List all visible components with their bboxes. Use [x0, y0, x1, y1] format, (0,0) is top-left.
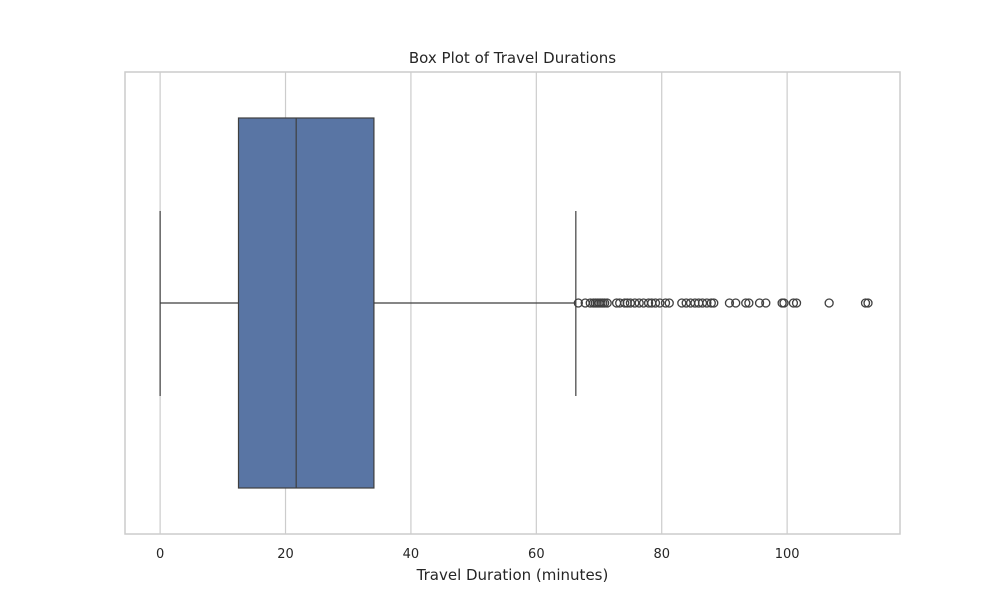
x-tick-label: 60	[528, 547, 545, 562]
outlier-point	[643, 298, 654, 308]
outlier-point	[724, 298, 735, 308]
outlier-point	[863, 298, 873, 308]
outlier-point	[681, 298, 691, 308]
outlier-points	[573, 298, 873, 308]
outlier-point	[744, 298, 754, 308]
outlier-point	[788, 298, 799, 308]
outlier-point	[791, 298, 802, 308]
outlier-point	[860, 298, 871, 308]
outlier-point	[761, 298, 771, 308]
chart-title: Box Plot of Travel Durations	[409, 49, 616, 67]
outlier-point	[573, 298, 583, 308]
interquartile-box	[237, 117, 375, 489]
outlier-point	[731, 298, 741, 308]
outlier-point	[824, 298, 834, 308]
x-axis-ticks: 0 20 40 60 80 100	[156, 547, 800, 562]
outlier-point	[655, 298, 665, 308]
outlier-point	[677, 298, 687, 308]
outlier-point	[625, 298, 636, 308]
outlier-point	[585, 298, 595, 308]
box-plot-series	[159, 117, 577, 489]
outlier-point	[702, 298, 712, 308]
outlier-point	[600, 298, 610, 308]
outlier-point	[602, 298, 612, 308]
plot-area-frame	[124, 71, 901, 535]
outlier-point	[630, 298, 640, 308]
outlier-point	[660, 298, 671, 308]
x-tick-label: 20	[277, 547, 294, 562]
outlier-point	[741, 298, 751, 308]
outlier-point	[620, 298, 630, 308]
outlier-point	[634, 298, 644, 308]
outlier-point	[754, 298, 765, 308]
x-tick-label: 0	[156, 547, 164, 562]
outlier-point	[664, 298, 674, 308]
outlier-point	[779, 298, 789, 308]
x-tick-label: 100	[775, 547, 800, 562]
x-axis-label: Travel Duration (minutes)	[416, 566, 609, 584]
outlier-point	[697, 298, 708, 308]
x-tick-label: 80	[653, 547, 670, 562]
outlier-point	[706, 298, 716, 308]
x-tick-label: 40	[403, 547, 420, 562]
outlier-point	[650, 298, 661, 308]
outlier-point	[709, 298, 719, 308]
